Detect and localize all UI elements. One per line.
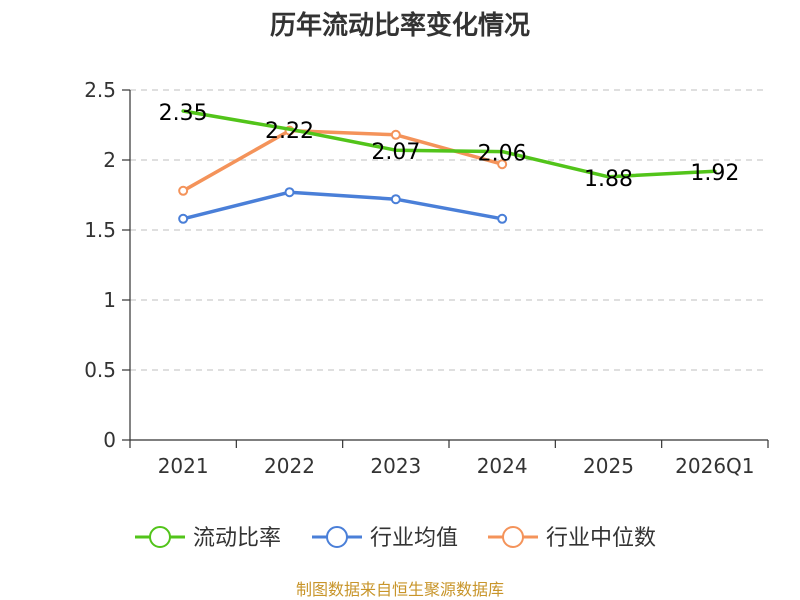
data-label: 2.06	[478, 142, 527, 167]
source-note: 制图数据来自恒生聚源数据库	[296, 580, 504, 599]
y-tick-label: 0	[103, 428, 116, 452]
data-label: 1.92	[690, 161, 739, 186]
series-point-2	[497, 159, 508, 170]
x-tick-label: 2023	[370, 454, 421, 478]
data-label: 2.07	[371, 140, 420, 165]
series-point-2	[390, 129, 401, 140]
legend-label: 行业中位数	[546, 526, 656, 551]
series-point-1	[390, 194, 401, 205]
series-lines	[178, 109, 717, 224]
data-label: 1.88	[584, 167, 633, 192]
grid-lines	[130, 89, 768, 371]
y-tick-label: 0.5	[84, 358, 116, 382]
x-tick-label: 2025	[583, 454, 634, 478]
series-point-1	[178, 213, 189, 224]
x-tick-label: 2021	[158, 454, 209, 478]
data-label: 2.22	[265, 119, 314, 144]
data-labels: 2.35 2.22 2.07 2.06 1.88 1.92	[159, 101, 740, 192]
series-point-2	[178, 185, 189, 196]
axes: 0 0.5 1 1.5 2 2.5 2021 2022 2023 2024 2025 2026Q1	[84, 78, 769, 478]
series-point-1	[497, 213, 508, 224]
legend-swatch-marker	[326, 526, 348, 548]
y-tick-label: 2.5	[84, 78, 116, 102]
x-tick-label: 2024	[477, 454, 528, 478]
series-line-0	[181, 109, 717, 179]
legend-label: 行业均值	[370, 526, 458, 551]
y-tick-label: 1	[103, 288, 116, 312]
legend-label: 流动比率	[193, 526, 281, 551]
chart-title: 历年流动比率变化情况	[270, 10, 530, 41]
series-line-1	[181, 190, 504, 221]
x-tick-label: 2022	[264, 454, 315, 478]
series-point-1	[284, 187, 295, 198]
y-tick-label: 1.5	[84, 218, 116, 242]
data-label: 2.35	[159, 101, 208, 126]
x-tick-label: 2026Q1	[675, 454, 754, 478]
legend-swatch-marker	[149, 526, 171, 548]
y-tick-label: 2	[103, 148, 116, 172]
legend: 流动比率 行业均值 行业中位数	[135, 526, 656, 551]
legend-swatch-marker	[502, 526, 524, 548]
